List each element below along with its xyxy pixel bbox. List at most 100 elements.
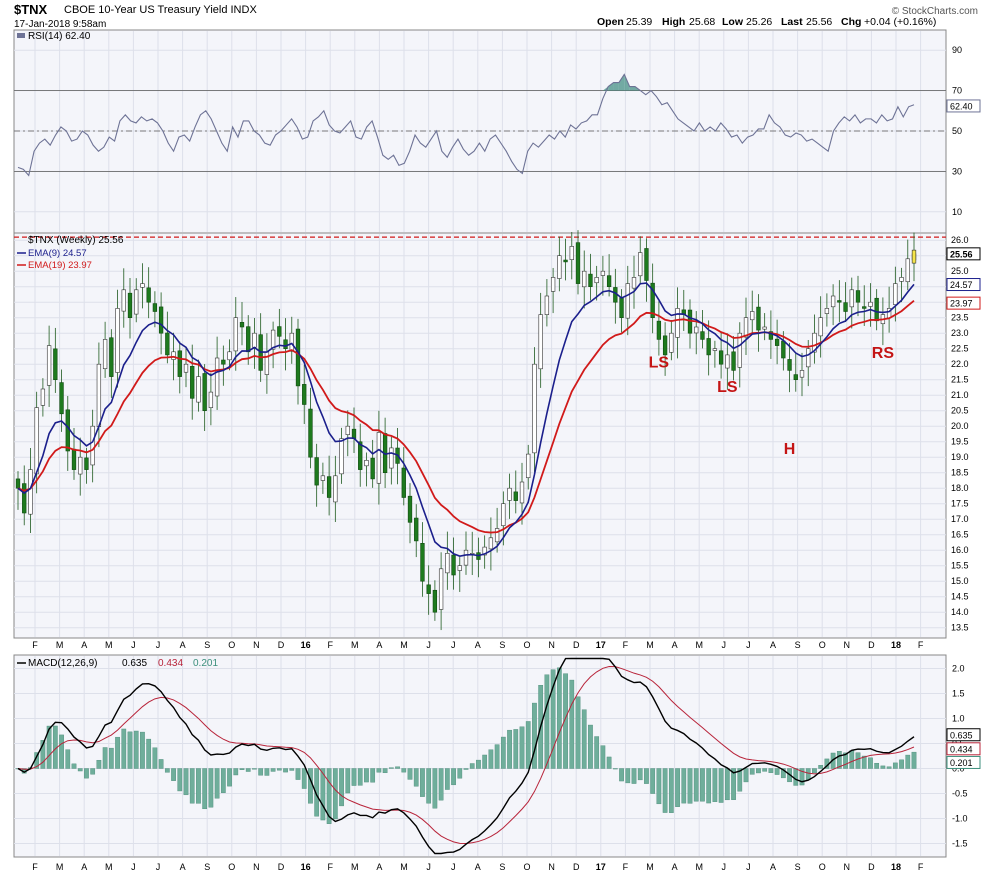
macd-hist-bar [376, 768, 382, 773]
macd-hist-bar [202, 768, 208, 810]
price-value-tag-text: 25.56 [950, 249, 973, 259]
ema19-legend-text: EMA(19) 23.97 [28, 260, 92, 271]
price-tick-label: 17.5 [951, 499, 969, 509]
macd-hist-bar [880, 765, 886, 769]
x-tick-label: M [105, 862, 113, 872]
candle-body [774, 338, 780, 346]
macd-hist-bar [494, 744, 500, 769]
macd-hist-bar [301, 768, 307, 789]
candle-body [532, 363, 537, 454]
candle-body [750, 311, 755, 321]
chg-value: +0.04 (+0.16%) [864, 16, 936, 28]
candle-body [513, 491, 518, 501]
candle-body [358, 441, 363, 470]
macd-hist-bar [214, 768, 220, 799]
candle-body [109, 337, 114, 377]
macd-hist-bar [133, 730, 139, 769]
macd-hist-bar [345, 768, 351, 794]
hist-legend-value: 0.201 [193, 658, 218, 669]
price-tick-label: 15.0 [951, 576, 969, 586]
macd-hist-bar [444, 768, 450, 790]
macd-hist-bar [71, 763, 77, 769]
macd-hist-bar [756, 768, 761, 774]
candle-body [333, 475, 338, 503]
candle-body [389, 447, 394, 469]
candle-body [221, 359, 226, 365]
candle-body [407, 495, 413, 523]
macd-hist-bar [326, 768, 332, 824]
x-tick-label: S [204, 862, 210, 872]
candle-body [15, 478, 21, 489]
macd-hist-bar [805, 768, 811, 780]
candle-body [345, 425, 350, 435]
macd-hist-bar [731, 768, 736, 800]
price-tick-label: 23.0 [951, 328, 969, 338]
macd-hist-bar [855, 752, 861, 769]
macd-hist-bar [264, 768, 270, 776]
x-tick-label: M [695, 640, 703, 650]
x-tick-label: A [180, 640, 186, 650]
candle-body [538, 314, 543, 370]
x-tick-label: J [722, 640, 727, 650]
candle-body [295, 328, 301, 387]
macd-tick-label: -1.5 [952, 839, 968, 849]
macd-hist-bar [46, 725, 52, 769]
ema9-line [17, 282, 915, 557]
macd-hist-bar [780, 768, 786, 779]
macd-hist-bar [364, 768, 369, 783]
macd-hist-bar [115, 736, 120, 769]
x-tick-label: O [523, 640, 530, 650]
macd-hist-bar [357, 768, 363, 786]
macd-hist-bar [177, 768, 183, 792]
x-tick-label: D [573, 862, 580, 872]
candle-body [65, 409, 70, 452]
macd-hist-bar [320, 768, 326, 821]
candle-body [905, 258, 910, 283]
candle-body [631, 277, 637, 289]
candle-body [874, 297, 879, 322]
candle-body [544, 295, 550, 315]
candle-body [812, 332, 817, 353]
candle-body [575, 242, 581, 284]
macd-hist-bar [563, 673, 568, 769]
macd-hist-bar [127, 731, 133, 769]
candle-body [638, 252, 643, 277]
candle-body [22, 483, 27, 514]
candle-body [594, 277, 599, 284]
open-value: 25.39 [626, 16, 652, 28]
macd-layer [15, 657, 917, 855]
candle-body [619, 297, 624, 318]
candle-body [793, 374, 798, 381]
macd-hist-bar [675, 768, 680, 807]
price-tick-label: 18.5 [951, 468, 969, 478]
pattern-annotation-rs: RS [872, 345, 895, 362]
candle-body [501, 503, 506, 526]
macd-hist-bar [843, 752, 848, 769]
candle-body [339, 438, 344, 475]
x-tick-label: A [475, 862, 481, 872]
price-tick-label: 21.0 [951, 390, 969, 400]
macd-legend: MACD(12,26,9) 0.635 0.434 0.201 [17, 658, 218, 669]
price-tick-label: 20.0 [951, 421, 969, 431]
candle-body [115, 308, 120, 373]
x-tick-label: M [646, 640, 654, 650]
candle-body [202, 373, 207, 411]
x-tick-label: D [278, 862, 285, 872]
candle-body [432, 589, 438, 613]
x-tick-label: A [672, 862, 678, 872]
macd-hist-bar [308, 768, 313, 804]
x-tick-label: J [426, 640, 431, 650]
candle-body [183, 363, 189, 373]
macd-hist-bar [146, 738, 152, 769]
candle-body [662, 335, 668, 356]
candle-body [233, 317, 238, 352]
x-tick-label: D [868, 640, 875, 650]
x-tick-label: S [204, 640, 210, 650]
rsi-legend-text: RSI(14) 62.40 [28, 31, 91, 42]
rsi-overbought-fill [629, 86, 636, 91]
open-label: Open [597, 16, 624, 28]
candle-body [526, 453, 531, 479]
price-value-tag-text: 24.57 [950, 280, 973, 290]
price-tick-label: 20.5 [951, 406, 969, 416]
candle-body [675, 308, 680, 338]
